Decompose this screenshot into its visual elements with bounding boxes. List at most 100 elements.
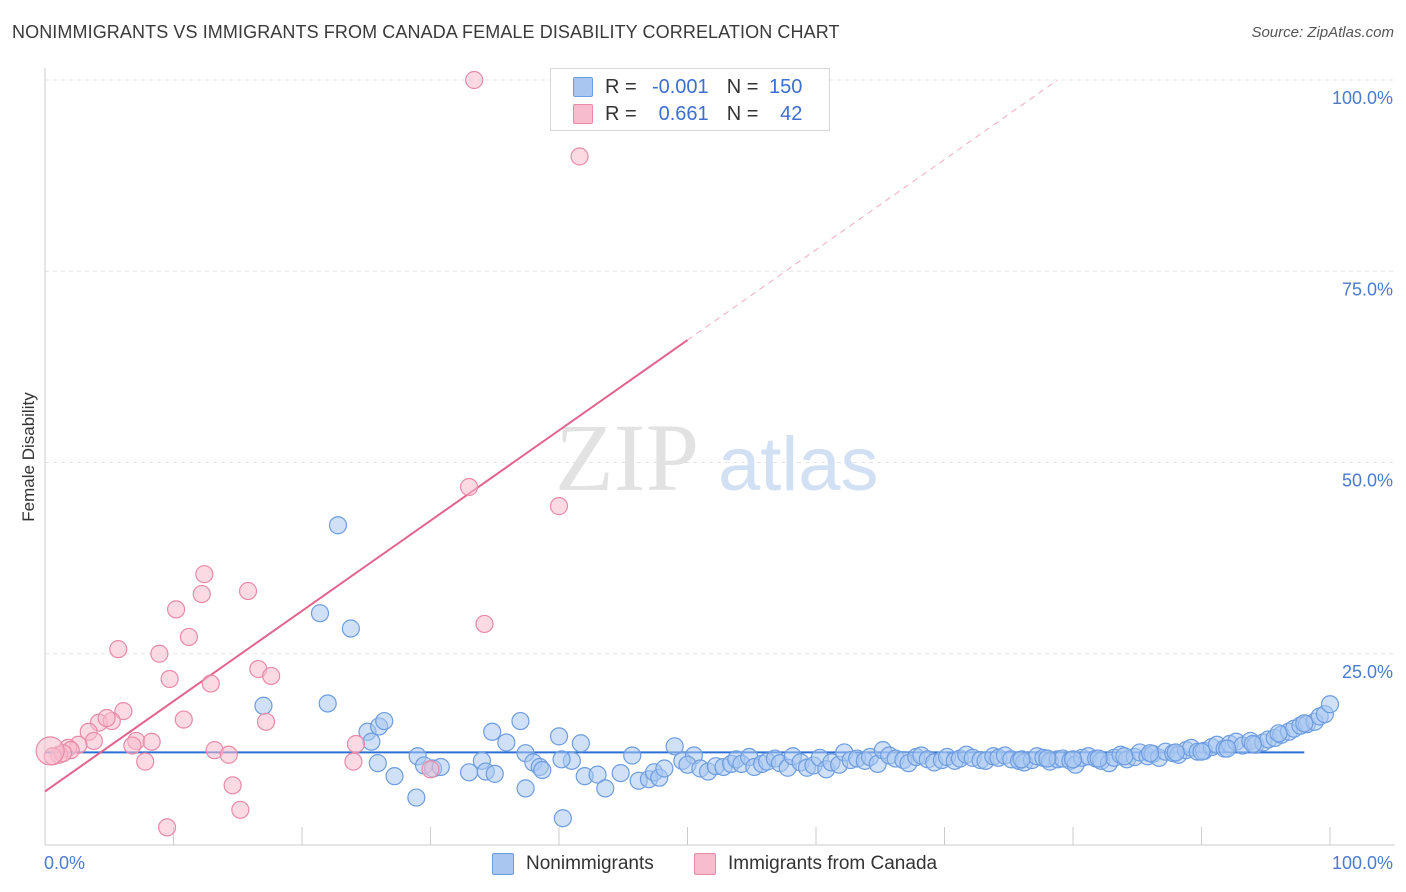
point-nonimmigrants [1140,744,1160,763]
trend-extension-1 [687,79,1058,341]
point-nonimmigrants [1038,749,1057,768]
point-nonimmigrants [254,696,273,715]
point-nonimmigrants [310,604,330,623]
point-immigrants [549,497,569,516]
point-nonimmigrants [1012,750,1031,769]
point-nonimmigrants [1243,734,1263,754]
point-immigrants [223,776,242,795]
point-nonimmigrants [385,767,404,786]
legend-n-label: N = [726,102,759,125]
point-nonimmigrants [655,759,674,778]
point-nonimmigrants [1115,747,1134,766]
point-immigrants [192,584,211,604]
watermark-atlas: atlas [718,422,879,507]
point-nonimmigrants [516,779,535,798]
point-nonimmigrants [362,732,381,751]
point-immigrants-large [35,736,65,766]
point-nonimmigrants [665,737,684,756]
x-tick-labels: 0.0% 100.0% [44,853,1393,873]
point-immigrants [421,760,440,779]
point-immigrants [219,745,238,764]
bottom-legend-swatch-immigrants [694,853,716,875]
point-nonimmigrants [1063,750,1083,769]
point-immigrants [475,614,494,634]
bottom-legend-swatch-nonimmigrants [492,853,514,875]
point-nonimmigrants [611,763,630,783]
legend-swatch-immigrants [573,104,593,124]
point-immigrants [459,477,479,497]
point-nonimmigrants [596,779,615,798]
y-tick-label: 100.0% [1332,88,1393,108]
y-tick-label: 25.0% [1342,662,1393,682]
data-points [35,70,1340,837]
point-nonimmigrants [552,750,571,769]
point-nonimmigrants [407,788,426,807]
point-nonimmigrants [1320,695,1340,714]
point-nonimmigrants [1218,739,1237,758]
legend-r-value: -0.001 [651,75,709,98]
x-tick-label: 100.0% [1332,853,1393,873]
source-label: Source: ZipAtlas.com [1251,24,1394,41]
bottom-legend-immigrants: Immigrants from Canada [694,851,937,877]
point-immigrants [195,565,214,584]
point-nonimmigrants [533,760,552,780]
point-nonimmigrants [1295,714,1314,733]
point-nonimmigrants [375,711,394,731]
legend-r-value: 0.661 [658,102,709,125]
bottom-legend-label-immigrants: Immigrants from Canada [728,853,938,874]
point-immigrants [142,732,161,751]
point-nonimmigrants [483,722,502,741]
point-nonimmigrants [511,711,530,731]
point-immigrants [174,710,193,729]
point-immigrants [114,702,133,721]
point-immigrants [346,734,366,754]
point-nonimmigrants [553,809,572,828]
point-immigrants [262,666,281,686]
bottom-legend-label-nonimmigrants: Nonimmigrants [526,853,654,874]
point-immigrants [231,800,250,819]
point-nonimmigrants [623,746,642,765]
point-immigrants [201,674,220,693]
watermark: ZIP atlas [555,404,879,511]
legend-swatch-nonimmigrants [573,77,593,97]
point-immigrants [97,708,116,728]
point-immigrants [166,600,186,619]
y-tick-label: 50.0% [1342,471,1393,491]
point-immigrants [465,70,484,90]
point-immigrants [256,712,276,731]
point-immigrants [238,581,258,601]
trend-line-1 [44,339,689,793]
point-immigrants [123,736,142,755]
point-nonimmigrants [588,765,607,784]
point-nonimmigrants [328,516,348,535]
legend-n-value: 150 [769,75,803,98]
point-immigrants [344,752,363,771]
correlation-legend: R = -0.001 N = 150 R = 0.661 N = 42 [550,68,830,131]
point-nonimmigrants [368,754,387,773]
chart-title: NONIMMIGRANTS VS IMMIGRANTS FROM CANADA … [12,22,840,42]
watermark-zip: ZIP [555,404,699,511]
x-tick-label: 0.0% [44,853,85,873]
legend-n-value: 42 [780,102,803,125]
legend-n-label: N = [726,75,759,98]
y-tick-labels: 100.0% 75.0% 50.0% 25.0% [1332,88,1393,682]
legend-row-nonimmigrants: R = -0.001 N = 150 [573,75,802,99]
bottom-legend-nonimmigrants: Nonimmigrants [492,851,654,877]
grid-lines [45,79,1395,655]
legend-row-immigrants: R = 0.661 N = 42 [573,102,802,126]
point-nonimmigrants [1269,724,1288,743]
point-nonimmigrants [571,734,590,753]
point-nonimmigrants [1166,743,1185,762]
point-nonimmigrants [1192,742,1211,761]
point-immigrants [179,627,199,647]
point-nonimmigrants [497,733,516,752]
point-nonimmigrants [485,764,504,783]
legend-r-label: R = [605,102,637,125]
point-immigrants [160,669,179,689]
point-nonimmigrants [1089,749,1108,768]
axes [44,68,1395,846]
legend-r-label: R = [605,75,637,98]
y-tick-label: 75.0% [1342,279,1393,299]
point-immigrants [136,752,155,771]
point-nonimmigrants [318,694,337,713]
